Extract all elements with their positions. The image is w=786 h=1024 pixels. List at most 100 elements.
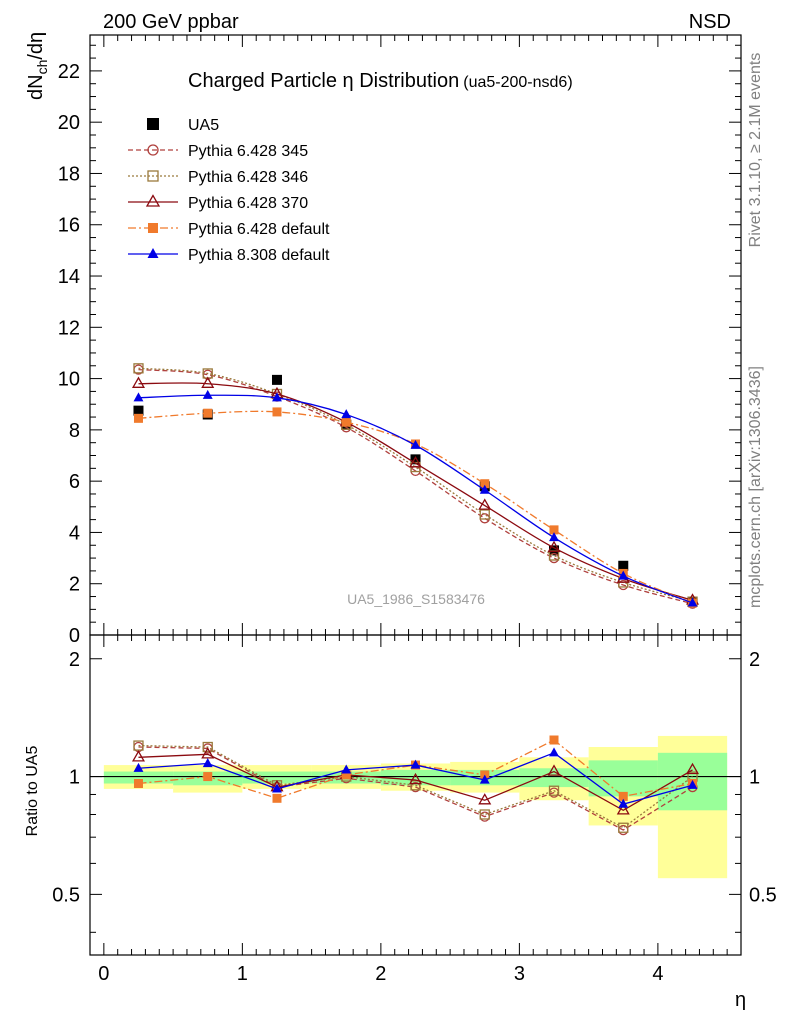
data-point [547, 540, 561, 553]
series-line [138, 410, 693, 604]
ratio-y-tick-label: 2 [69, 649, 80, 671]
x-tick-label: 3 [514, 963, 525, 985]
y-tick-label: 14 [58, 266, 80, 288]
ratio-y-tick-label-right: 2 [749, 649, 760, 671]
y-tick-label: 4 [69, 522, 80, 544]
header-left-label: 200 GeV ppbar [103, 11, 239, 33]
ratio-data-point [616, 803, 630, 815]
data-point [618, 560, 629, 571]
ratio-y-tick-label-right: 0.5 [749, 884, 777, 906]
y-tick-label: 22 [58, 61, 80, 83]
x-tick-label: 0 [98, 963, 109, 985]
data-point [341, 417, 351, 427]
legend-marker [147, 118, 159, 130]
data-point [341, 409, 352, 419]
y-tick-label: 2 [69, 574, 80, 596]
rivet-info-label: Rivet 3.1.10, ≥ 2.1M events [747, 53, 764, 248]
data-point [203, 408, 213, 418]
legend-label: Pythia 6.428 370 [188, 195, 308, 212]
ratio-plot-frame [89, 634, 742, 956]
ratio-data-point [479, 809, 490, 820]
x-axis-label: η [735, 989, 746, 1011]
legend-label: Pythia 8.308 default [188, 247, 330, 264]
ratio-y-tick-label: 1 [69, 767, 80, 789]
data-point [408, 456, 423, 468]
data-point [479, 509, 490, 520]
legend-label: Pythia 6.428 345 [188, 143, 308, 160]
legend: UA5 Pythia 6.428 345 Pythia 6.428 346 Pythi… [128, 117, 330, 264]
ratio-data-point [203, 772, 213, 782]
uncertainty-band-green [380, 769, 451, 786]
ratio-y-tick-label-right: 1 [749, 767, 760, 789]
ratio-data-point [202, 741, 213, 753]
data-point [201, 376, 215, 388]
legend-marker [147, 170, 159, 182]
ratio-data-point [478, 793, 492, 805]
ratio-data-point [341, 764, 352, 774]
ratio-data-point [618, 791, 628, 801]
data-point [410, 454, 421, 465]
legend-label: Pythia 6.428 346 [188, 169, 308, 186]
data-point [480, 479, 490, 489]
ratio-plot-panel: 0.5 0.5 1 1 2 2 0 1 2 3 4 [52, 634, 777, 985]
mcplots-info-label: mcplots.cern.ch [arXiv:1306.3436] [747, 366, 764, 608]
series-line [138, 368, 693, 605]
series-line [138, 394, 693, 604]
ratio-data-point [272, 793, 282, 803]
legend-label: UA5 [188, 117, 219, 134]
x-tick-label: 2 [375, 963, 386, 985]
series-line [138, 382, 693, 602]
ratio-data-point [131, 750, 145, 762]
main-plot-ylabel: dNch/dη [25, 32, 50, 100]
data-point [131, 376, 145, 388]
data-point [133, 405, 144, 416]
legend-marker [148, 223, 158, 233]
uncertainty-band-green [103, 771, 174, 784]
ratio-data-point [408, 772, 423, 785]
data-point [549, 525, 559, 535]
y-tick-label: 12 [58, 317, 80, 339]
x-tick-label: 4 [652, 963, 663, 985]
ratio-series-line [138, 739, 693, 799]
data-point [479, 513, 490, 524]
ratio-data-point [618, 798, 629, 808]
data-point [479, 484, 490, 494]
y-tick-label: 18 [58, 163, 80, 185]
ratio-data-point [687, 779, 698, 789]
main-plot-panel: 0 2 4 6 8 10 12 14 16 18 20 22 [58, 34, 742, 647]
ratio-data-point [410, 780, 421, 791]
data-point [133, 413, 143, 423]
y-tick-label: 20 [58, 112, 80, 134]
uncertainty-band-green [242, 771, 312, 784]
y-tick-label: 0 [69, 625, 80, 647]
legend-marker [147, 144, 159, 156]
main-plot-subtitle: (ua5-200-nsd6) [463, 74, 572, 91]
ratio-data-point [618, 822, 629, 833]
main-plot-title: Charged Particle η Distribution (ua5-200-… [188, 70, 573, 92]
data-point [202, 389, 213, 399]
uncertainty-band-green [588, 760, 658, 797]
ratio-data-point [410, 759, 421, 769]
ratio-series-line [138, 744, 693, 829]
ratio-data-point [686, 762, 700, 775]
ratio-data-point [133, 779, 143, 789]
ratio-series-line [138, 746, 693, 831]
ratio-data-point [549, 747, 559, 757]
ratio-data-point [202, 758, 213, 768]
ratio-data-point [548, 785, 560, 796]
uncertainty-band-green [519, 768, 589, 788]
ratio-plot-ylabel: Ratio to UA5 [24, 746, 41, 837]
ratio-data-point [479, 774, 490, 784]
data-point [549, 532, 559, 542]
ratio-series-line [138, 753, 693, 812]
series-line [138, 367, 693, 603]
data-point [687, 597, 698, 607]
ratio-data-point [341, 770, 351, 780]
y-tick-label: 8 [69, 420, 80, 442]
data-point [272, 392, 282, 402]
ratio-data-point [547, 764, 561, 776]
data-point [410, 439, 421, 449]
y-tick-label: 16 [58, 215, 80, 237]
ratio-data-point [549, 735, 559, 745]
ratio-data-point [272, 783, 282, 793]
